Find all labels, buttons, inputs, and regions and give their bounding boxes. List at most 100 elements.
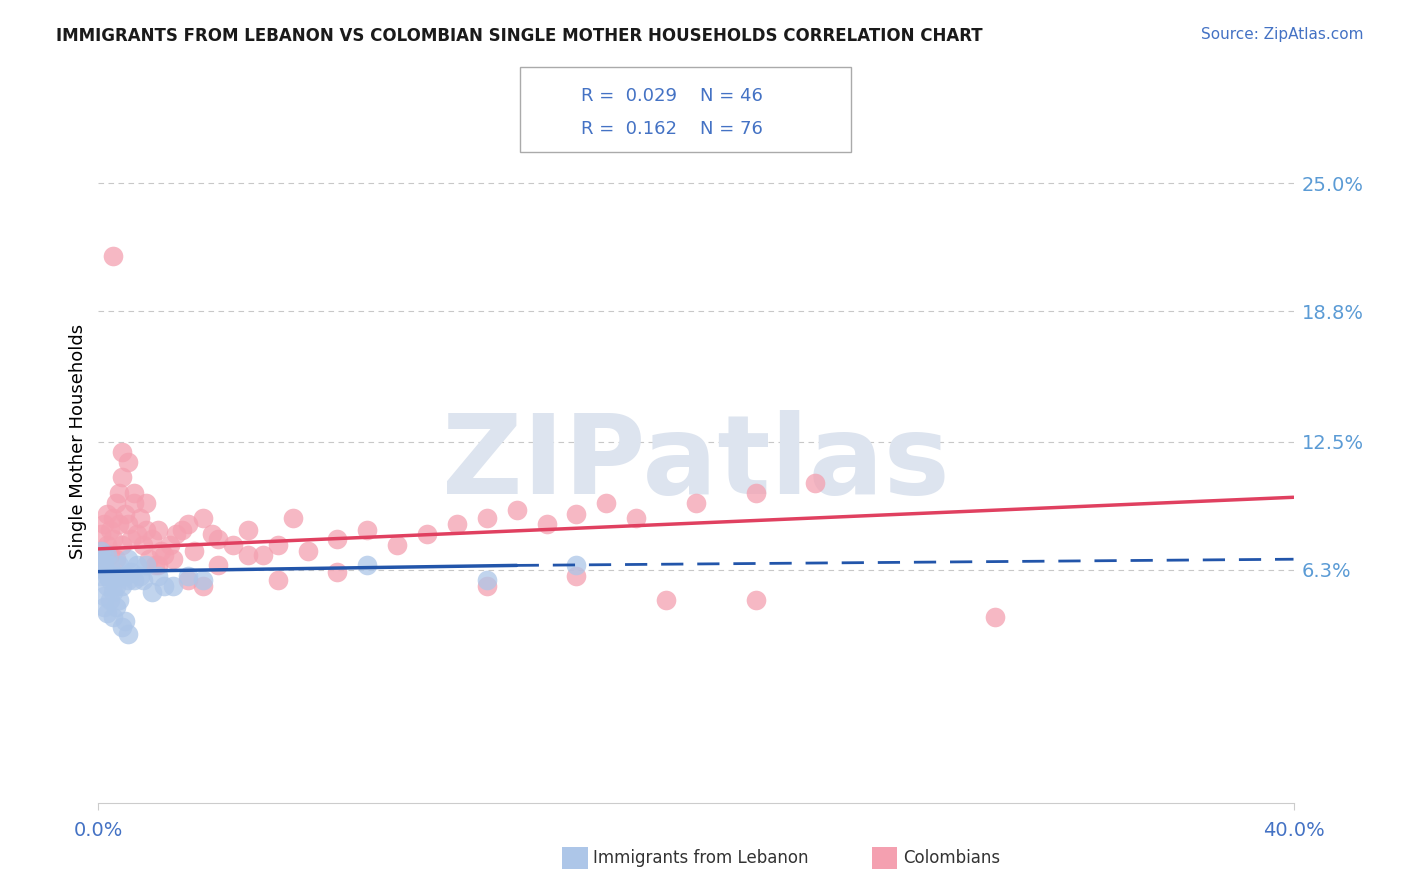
Point <box>267 538 290 552</box>
Point <box>124 496 146 510</box>
Point <box>90 544 112 558</box>
Point <box>177 573 200 587</box>
Point <box>127 527 149 541</box>
Point <box>117 517 139 532</box>
Point <box>281 511 304 525</box>
Point <box>98 548 122 562</box>
Point <box>117 626 139 640</box>
Point <box>143 558 166 573</box>
Point <box>655 593 678 607</box>
Text: IMMIGRANTS FROM LEBANON VS COLOMBIAN SINGLE MOTHER HOUSEHOLDS CORRELATION CHART: IMMIGRANTS FROM LEBANON VS COLOMBIAN SIN… <box>56 27 983 45</box>
Point <box>201 527 224 541</box>
Point <box>222 538 245 552</box>
Point <box>626 511 648 525</box>
Point <box>98 593 122 607</box>
Y-axis label: Single Mother Households: Single Mother Households <box>69 324 87 559</box>
Point <box>191 579 214 593</box>
Point <box>93 590 115 604</box>
Point <box>111 620 134 634</box>
Point <box>177 568 200 582</box>
Point <box>117 455 139 469</box>
Point <box>108 593 131 607</box>
Point <box>124 573 146 587</box>
Point <box>93 558 115 573</box>
Point <box>267 573 290 587</box>
Point <box>132 573 155 587</box>
Point <box>93 548 115 562</box>
Point <box>745 486 768 500</box>
Point <box>135 524 157 538</box>
Point <box>93 599 115 614</box>
Point <box>148 558 170 573</box>
Point <box>177 517 200 532</box>
Point <box>103 568 125 582</box>
Point <box>96 548 118 562</box>
Point <box>96 606 118 620</box>
Point <box>326 565 349 579</box>
Point <box>183 544 205 558</box>
Point <box>595 496 617 510</box>
Text: R =  0.029    N = 46: R = 0.029 N = 46 <box>581 87 762 105</box>
Point <box>129 568 152 582</box>
Point <box>356 558 378 573</box>
Point <box>159 538 181 552</box>
Point <box>129 511 152 525</box>
Point <box>96 568 118 582</box>
Point <box>148 568 170 582</box>
Point <box>93 552 115 566</box>
Point <box>207 558 229 573</box>
Text: R =  0.162    N = 76: R = 0.162 N = 76 <box>581 120 762 138</box>
Point <box>111 469 134 483</box>
Point <box>103 610 125 624</box>
Point <box>148 524 170 538</box>
Point <box>93 517 115 532</box>
Point <box>117 552 139 566</box>
Point <box>111 538 134 552</box>
Point <box>108 517 131 532</box>
Point <box>191 511 214 525</box>
Point <box>565 507 588 521</box>
Point <box>207 532 229 546</box>
Point <box>108 558 131 573</box>
Point <box>326 532 349 546</box>
Point <box>96 538 118 552</box>
Point <box>103 585 125 599</box>
Point <box>141 532 163 546</box>
Point <box>252 548 274 562</box>
Point <box>745 593 768 607</box>
Point <box>804 475 827 490</box>
Point <box>103 511 125 525</box>
Point <box>114 568 136 582</box>
Point <box>98 573 122 587</box>
Point <box>90 527 112 541</box>
Point <box>105 579 128 593</box>
Text: ZIPatlas: ZIPatlas <box>441 409 950 516</box>
Point <box>120 565 142 579</box>
Text: Immigrants from Lebanon: Immigrants from Lebanon <box>593 849 808 867</box>
Point <box>984 610 1007 624</box>
Point <box>96 565 118 579</box>
Point <box>162 552 184 566</box>
Point <box>90 568 112 582</box>
Point <box>114 507 136 521</box>
Point <box>98 558 122 573</box>
Point <box>108 568 131 582</box>
Point <box>127 558 149 573</box>
Point <box>536 517 558 532</box>
Point <box>90 544 112 558</box>
Point <box>172 524 194 538</box>
Point <box>565 558 588 573</box>
Point <box>96 579 118 593</box>
Point <box>114 614 136 628</box>
Point <box>141 585 163 599</box>
Point <box>236 548 259 562</box>
Point <box>385 538 409 552</box>
Point <box>446 517 468 532</box>
Point <box>236 524 259 538</box>
Point <box>105 552 128 566</box>
Point <box>105 599 128 614</box>
Point <box>117 573 139 587</box>
Point <box>416 527 439 541</box>
Point <box>111 579 134 593</box>
Point <box>153 548 176 562</box>
